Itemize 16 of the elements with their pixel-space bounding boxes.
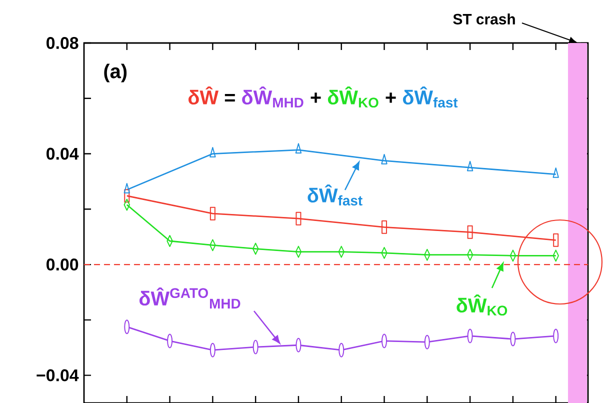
annotation: δŴ$_{KO}$ xyxy=(328,86,378,108)
text: ST crash xyxy=(453,14,515,24)
annotation: δŴ$_{fast}$ xyxy=(402,86,458,108)
annotation: + xyxy=(386,92,396,103)
annotation: δŴ$_{MHD}$ xyxy=(242,86,304,108)
annotation: + xyxy=(310,92,321,103)
series-label: δŴ$^{GATO}$MHD xyxy=(140,288,240,308)
y-tick-label: −0.04 xyxy=(36,369,79,382)
annotation: δŴ xyxy=(188,86,219,104)
legend-label: δŴ$_{fast}$ xyxy=(308,184,362,206)
y-tick-label: 0.04 xyxy=(46,148,79,160)
y-tick-label: 0.08 xyxy=(46,37,78,50)
legend-label: δŴ$_{KO}$ xyxy=(456,294,508,316)
annotation: (a) xyxy=(104,64,127,82)
y-tick-label: 0.00 xyxy=(46,258,78,271)
annotation: = xyxy=(224,94,235,102)
